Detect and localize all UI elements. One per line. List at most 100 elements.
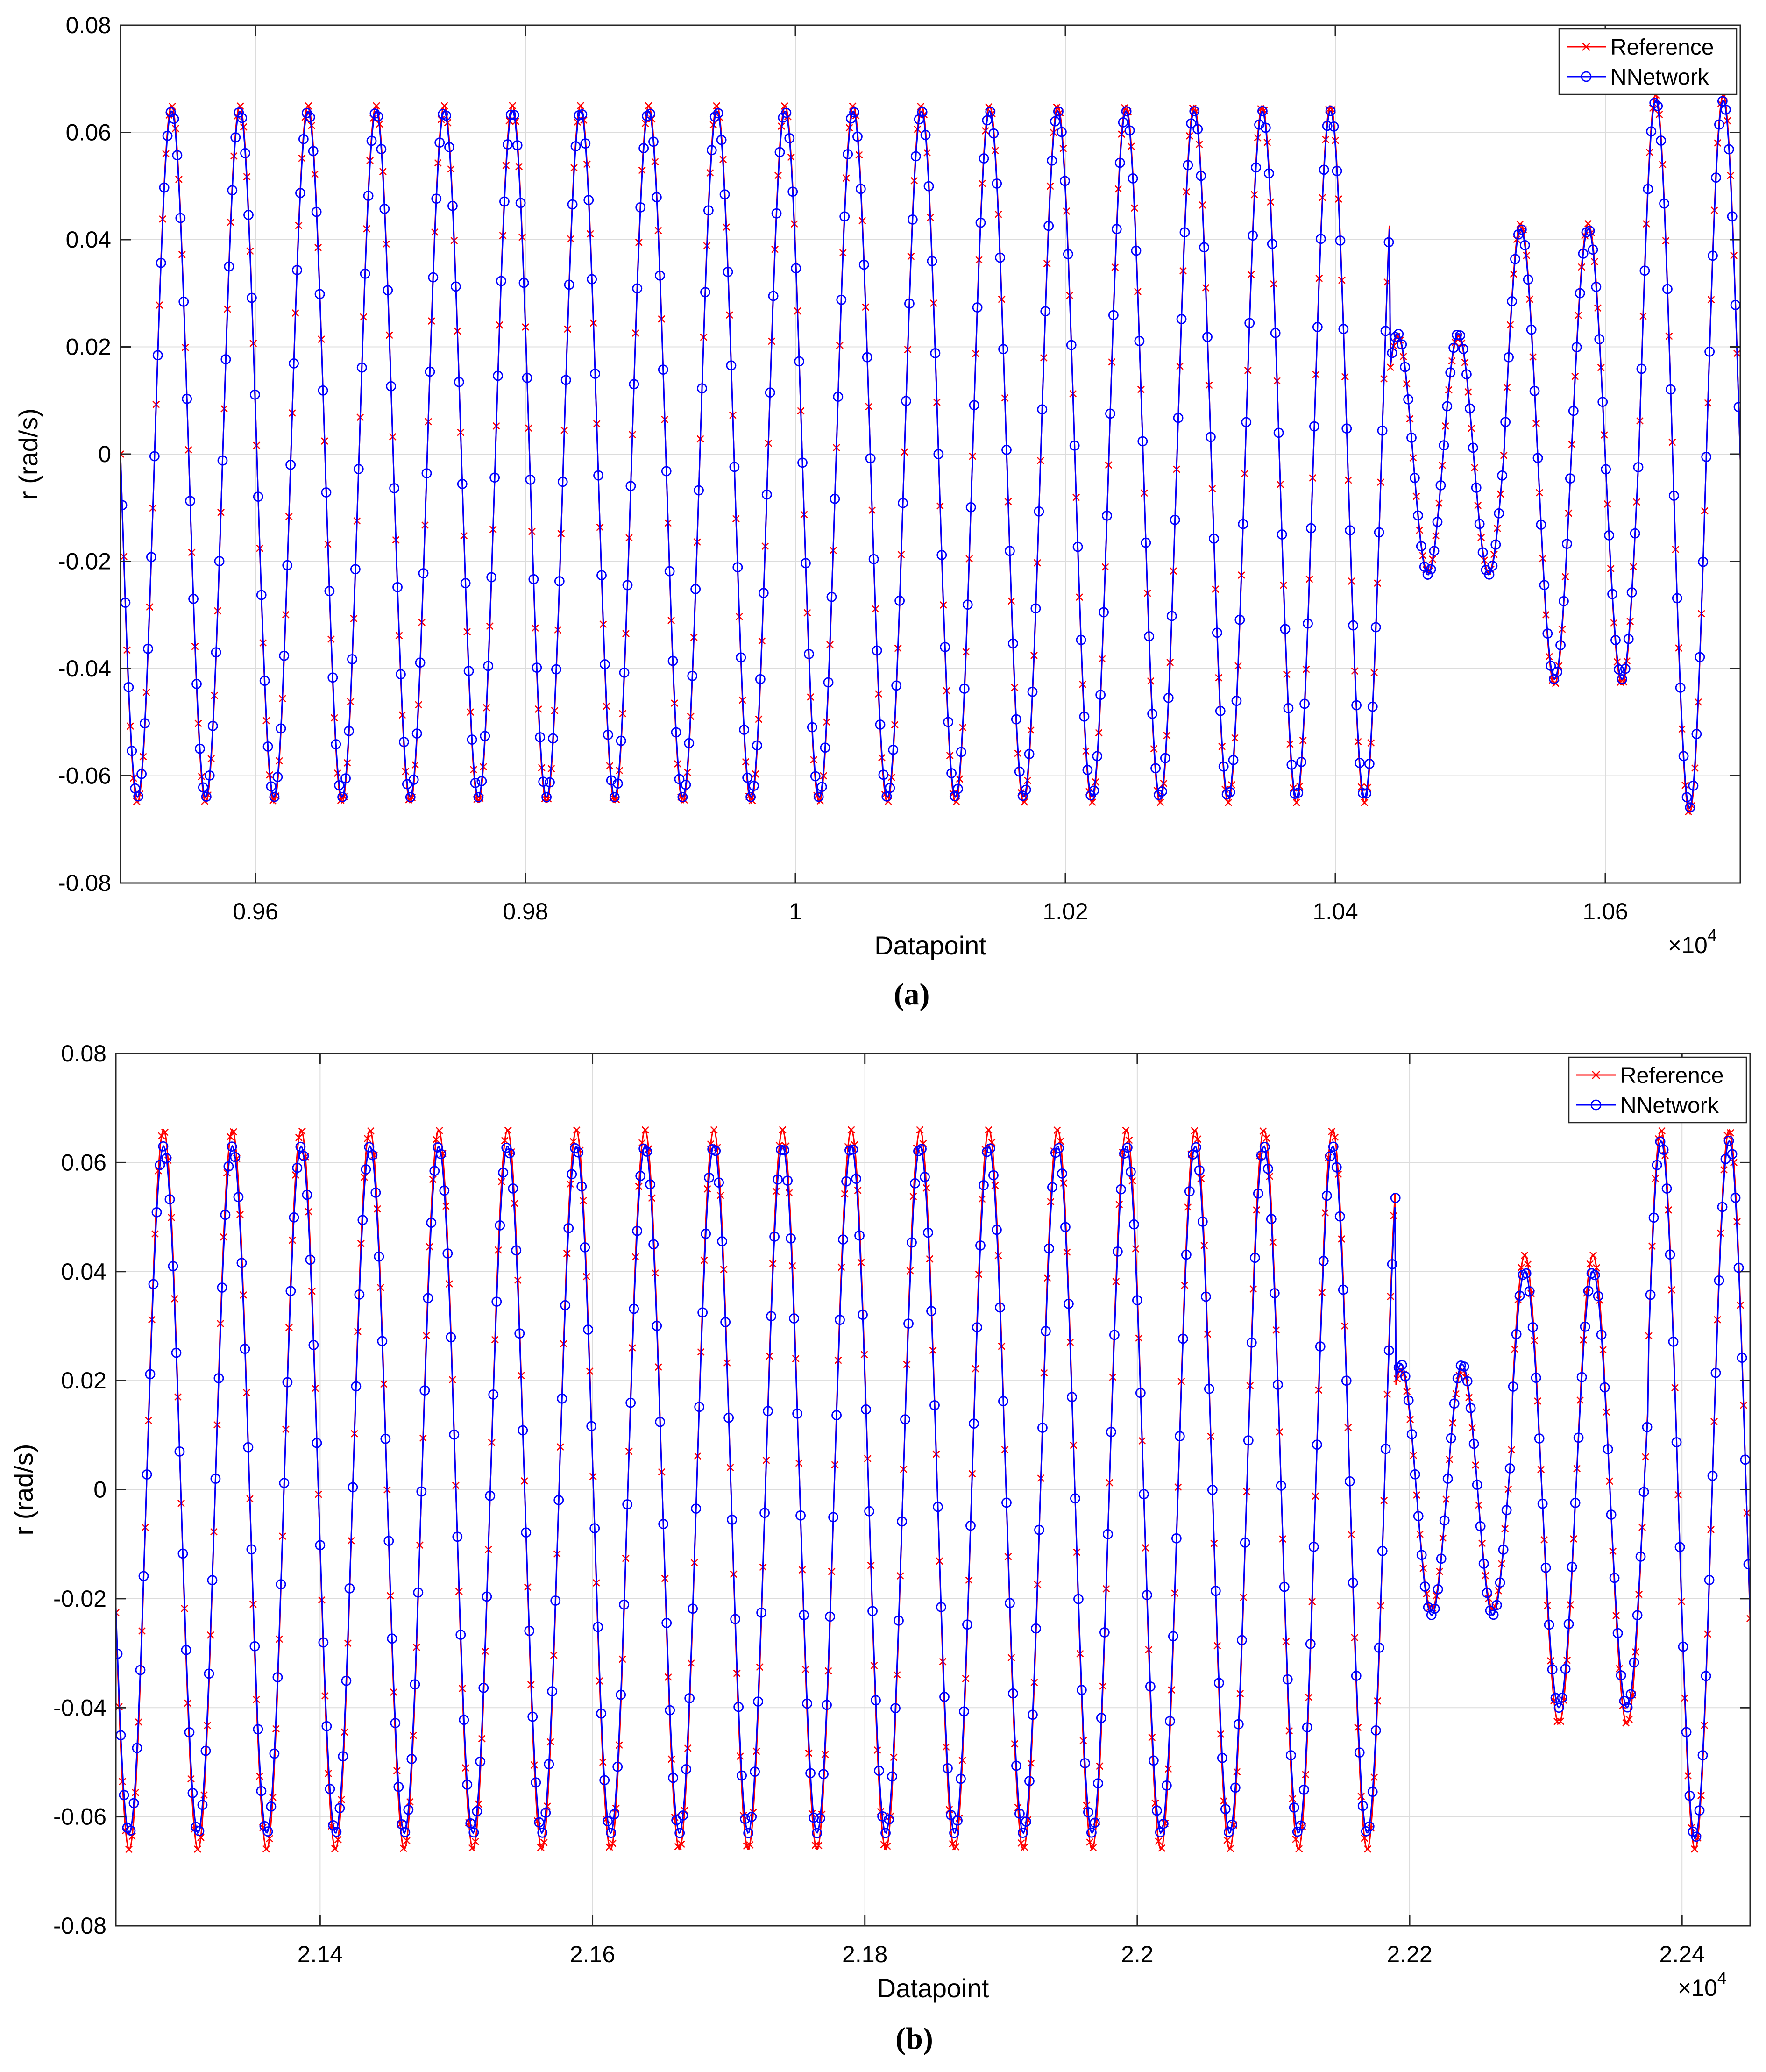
- nnetwork-marker: [959, 1706, 969, 1717]
- nnetwork-marker: [1256, 1150, 1267, 1161]
- nnetwork-marker: [1086, 1827, 1097, 1838]
- nnetwork-marker: [142, 1469, 152, 1480]
- reference-marker: [1331, 1133, 1339, 1141]
- nnetwork-marker: [175, 213, 186, 223]
- nnetwork-marker: [1217, 1752, 1227, 1763]
- nnetwork-marker: [123, 682, 134, 692]
- nnetwork-marker: [1132, 1295, 1142, 1306]
- x-tick-label: 1.02: [1043, 898, 1088, 925]
- reference-marker: [1727, 1129, 1734, 1137]
- nnetwork-marker: [1244, 318, 1255, 328]
- series-nnetwork: [121, 96, 1740, 813]
- nnetwork-marker: [1436, 1553, 1447, 1564]
- nnetwork-marker: [1422, 570, 1433, 580]
- y-tick-label: 0: [98, 441, 111, 467]
- nnetwork-marker: [188, 593, 199, 604]
- nnetwork-marker: [266, 1801, 277, 1812]
- reference-marker: [1017, 1839, 1025, 1847]
- nnetwork-marker: [1213, 1678, 1224, 1688]
- nnetwork-marker: [1730, 1192, 1741, 1203]
- nnetwork-marker: [247, 292, 257, 303]
- nnetwork-marker: [1583, 1286, 1594, 1296]
- nnetwork-marker: [916, 1144, 927, 1154]
- nnetwork-marker: [249, 1641, 260, 1652]
- nnetwork-marker: [789, 1313, 799, 1324]
- reference-marker: [579, 1197, 587, 1204]
- nnetwork-marker: [508, 1183, 518, 1194]
- reference-marker: [612, 1804, 620, 1812]
- nnetwork-marker: [809, 1812, 819, 1823]
- nnetwork-marker: [743, 1828, 754, 1838]
- nnetwork-marker: [812, 1828, 822, 1838]
- nnetwork-marker: [1661, 1183, 1672, 1194]
- nnetwork-marker: [197, 1800, 208, 1810]
- nnetwork-marker: [1144, 631, 1155, 641]
- nnetwork-marker: [553, 1495, 564, 1505]
- nnetwork-marker: [1390, 1193, 1401, 1203]
- nnetwork-marker: [1312, 1439, 1322, 1450]
- nnetwork-marker: [1034, 1524, 1044, 1535]
- nnetwork-marker: [943, 717, 954, 727]
- nnetwork-marker: [953, 783, 963, 794]
- nnetwork-marker: [344, 1583, 355, 1594]
- nnetwork-marker: [580, 138, 591, 149]
- nnetwork-marker: [429, 1166, 440, 1176]
- reference-marker: [116, 1609, 120, 1616]
- nnetwork-marker: [1137, 436, 1148, 447]
- nnetwork-marker: [1678, 1641, 1688, 1652]
- nnetwork-marker: [1358, 788, 1368, 798]
- nnetwork-marker: [366, 135, 377, 146]
- reference-marker: [1302, 1771, 1310, 1779]
- nnetwork-marker: [704, 1172, 715, 1183]
- nnetwork-marker: [1603, 1444, 1613, 1454]
- nnetwork-marker: [285, 459, 296, 470]
- nnetwork-marker: [1672, 593, 1682, 604]
- nnetwork-marker: [936, 1602, 946, 1612]
- nnetwork-marker: [815, 1813, 825, 1823]
- nnetwork-marker: [1491, 1600, 1502, 1610]
- nnetwork-marker: [1341, 423, 1352, 434]
- nnetwork-marker: [410, 1679, 420, 1690]
- nnetwork-marker: [1658, 1145, 1669, 1155]
- nnetwork-marker: [305, 1254, 316, 1265]
- nnetwork-marker: [593, 1622, 603, 1632]
- legend-box: [1568, 1056, 1747, 1124]
- nnetwork-marker: [538, 776, 549, 787]
- nnetwork-marker: [376, 144, 387, 155]
- nnetwork-marker: [1397, 339, 1407, 350]
- nnetwork-marker: [956, 747, 966, 757]
- nnetwork-marker: [1589, 1270, 1600, 1281]
- nnetwork-marker: [457, 478, 468, 489]
- nnetwork-marker: [1335, 235, 1346, 246]
- nnetwork-marker: [700, 287, 710, 298]
- reference-marker: [1086, 1838, 1094, 1846]
- nnetwork-marker: [1115, 1184, 1126, 1195]
- nnetwork-marker: [462, 1780, 473, 1790]
- nnetwork-marker: [852, 131, 863, 142]
- y-tick-label: 0.06: [66, 120, 111, 146]
- nnetwork-marker: [1227, 1819, 1237, 1830]
- nnetwork-marker: [716, 135, 727, 145]
- nnetwork-marker: [1208, 533, 1219, 544]
- nnetwork-marker: [1575, 288, 1585, 299]
- nnetwork-marker: [518, 278, 529, 288]
- nnetwork-marker: [1021, 784, 1031, 795]
- nnetwork-marker: [1099, 607, 1109, 618]
- nnetwork-marker: [534, 1817, 545, 1828]
- nnetwork-marker: [1707, 1471, 1718, 1481]
- nnetwork-marker: [655, 1417, 666, 1427]
- nnetwork-marker: [195, 743, 205, 754]
- nnetwork-marker: [758, 588, 769, 598]
- reference-marker: [1184, 1203, 1192, 1211]
- nnetwork-marker: [544, 1759, 554, 1770]
- legend-label: NNetwork: [1620, 1093, 1719, 1118]
- nnetwork-marker: [603, 729, 613, 740]
- nnetwork-marker: [169, 114, 179, 124]
- nnetwork-marker: [151, 1207, 162, 1218]
- nnetwork-marker: [467, 734, 477, 745]
- nnetwork-marker: [1622, 1702, 1633, 1713]
- nnetwork-marker: [1092, 1778, 1103, 1789]
- reference-marker: [132, 1789, 139, 1796]
- nnetwork-marker: [769, 1232, 780, 1242]
- nnetwork-marker: [269, 791, 280, 802]
